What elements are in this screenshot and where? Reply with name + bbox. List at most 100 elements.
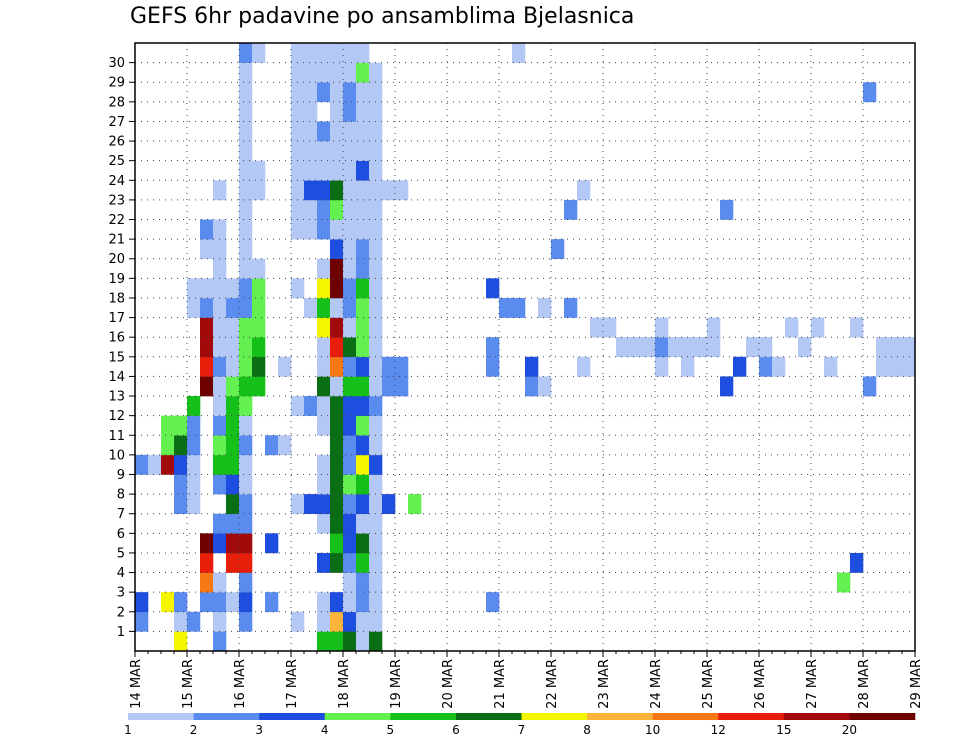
heatmap-cell (226, 356, 240, 377)
heatmap-cell (304, 62, 318, 83)
heatmap-cell (187, 297, 201, 318)
heatmap-cell (213, 278, 227, 299)
colorbar-swatch (783, 713, 850, 720)
heatmap-cell (395, 356, 409, 377)
heatmap-cell (200, 337, 214, 358)
heatmap-cell (694, 337, 708, 358)
y-tick-label: 10 (108, 448, 125, 463)
heatmap-cell (343, 62, 357, 83)
heatmap-cell (356, 239, 370, 260)
heatmap-cell (291, 101, 305, 122)
heatmap-cell (356, 180, 370, 201)
heatmap-cell (252, 297, 266, 318)
heatmap-cell (187, 396, 201, 416)
heatmap-cell (356, 631, 370, 652)
y-tick-label: 25 (108, 154, 125, 169)
heatmap-cell (239, 43, 253, 63)
heatmap-cell (356, 552, 370, 573)
heatmap-cell (889, 337, 903, 358)
heatmap-cell (330, 611, 344, 632)
heatmap-cell (330, 239, 344, 260)
heatmap-cell (369, 278, 383, 299)
heatmap-cell (252, 337, 266, 358)
heatmap-cell (343, 435, 357, 456)
heatmap-cell (330, 62, 344, 83)
heatmap-cell (317, 180, 331, 201)
heatmap-cell (239, 592, 253, 613)
heatmap-cell (304, 219, 318, 240)
heatmap-cell (343, 533, 357, 554)
heatmap-cell (369, 494, 383, 515)
heatmap-cell (265, 592, 279, 613)
heatmap-cell (356, 572, 370, 593)
heatmap-cell (616, 337, 630, 358)
heatmap-cell (343, 572, 357, 593)
heatmap-cell (226, 337, 240, 358)
colorbar-swatch (455, 713, 522, 720)
heatmap-cell (213, 415, 227, 436)
heatmap-cell (356, 435, 370, 456)
heatmap-cell (239, 474, 253, 495)
heatmap-cell (278, 356, 292, 377)
heatmap-cell (239, 219, 253, 240)
heatmap-cell (304, 297, 318, 318)
heatmap-cell (642, 337, 656, 358)
colorbar-label: 4 (321, 723, 329, 737)
heatmap-cell (343, 82, 357, 103)
y-tick-label: 4 (117, 566, 125, 581)
heatmap-cell (239, 435, 253, 456)
heatmap-cell (369, 258, 383, 279)
heatmap-cell (317, 141, 331, 161)
heatmap-cell (226, 454, 240, 475)
heatmap-cell (239, 121, 253, 142)
heatmap-cell (343, 180, 357, 201)
heatmap-cell (369, 141, 383, 161)
heatmap-cell (226, 592, 240, 613)
x-axis-labels: 14 MAR 15 MAR 16 MAR 17 MAR 18 MAR 19 MAR 20 M… (129, 659, 924, 709)
heatmap-cell (291, 82, 305, 103)
heatmap-cell (343, 611, 357, 632)
heatmap-cell (369, 160, 383, 181)
heatmap-cell (200, 356, 214, 377)
heatmap-cell (213, 297, 227, 318)
heatmap-cell (317, 62, 331, 83)
chart-title: GEFS 6hr padavine po ansamblima Bjelasni… (130, 4, 635, 29)
heatmap-cell (356, 533, 370, 554)
heatmap-cell (343, 337, 357, 358)
grid-lines (129, 43, 916, 657)
heatmap-cell (330, 435, 344, 456)
heatmap-cell (343, 552, 357, 573)
y-tick-label: 15 (108, 350, 125, 365)
heatmap-cell (213, 258, 227, 279)
heatmap-cell (317, 552, 331, 573)
heatmap-cell (291, 180, 305, 201)
heatmap-cell (239, 415, 253, 436)
heatmap-cell (343, 297, 357, 318)
heatmap-cell (239, 552, 253, 573)
heatmap-cell (564, 199, 578, 220)
y-tick-label: 22 (108, 213, 125, 228)
heatmap-cell (356, 278, 370, 299)
heatmap-cell (187, 278, 201, 299)
heatmap-cell (343, 199, 357, 220)
heatmap-cell (317, 474, 331, 495)
heatmap-cell (291, 160, 305, 181)
heatmap-cell (291, 278, 305, 299)
heatmap-cell (356, 219, 370, 240)
colorbar-swatch (718, 713, 785, 720)
heatmap-cell (369, 513, 383, 534)
heatmap-cell (876, 356, 890, 377)
heatmap-cell (304, 141, 318, 161)
heatmap-cell (369, 631, 383, 652)
heatmap-cell (330, 278, 344, 299)
heatmap-cell (382, 376, 396, 397)
heatmap-cell (720, 199, 734, 220)
heatmap-cell (369, 101, 383, 122)
heatmap-cell (343, 101, 357, 122)
heatmap-cell (252, 317, 266, 338)
heatmap-cell (369, 356, 383, 377)
heatmap-cell (811, 317, 825, 338)
heatmap-cell (512, 43, 526, 63)
colorbar-label: 3 (255, 723, 263, 737)
heatmap-cell (681, 356, 695, 377)
